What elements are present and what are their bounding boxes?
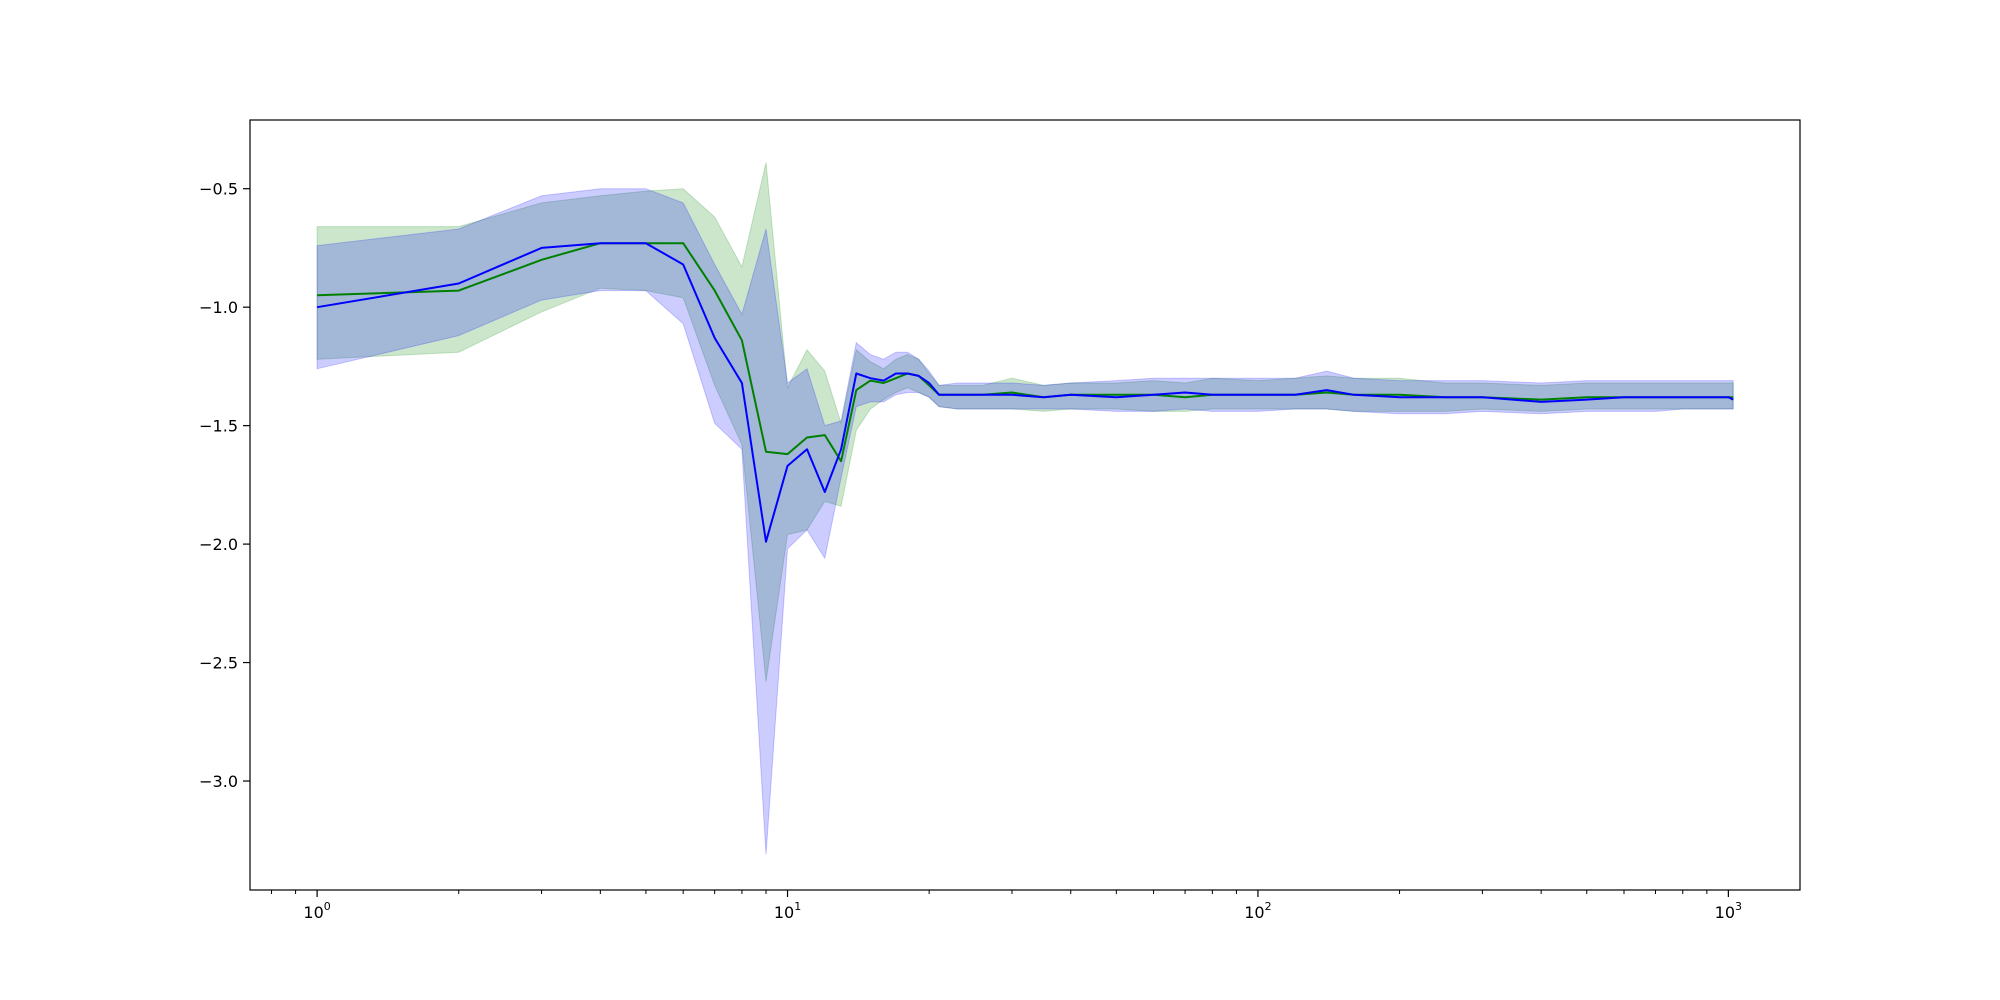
x-tick-label-2: 102 (1244, 900, 1271, 922)
series-2-line (316, 242, 1734, 543)
y-axis: −0.5 −1.0 −1.5 −2.0 −2.5 −3.0 (199, 180, 250, 791)
y-tick-label-4: −2.5 (199, 654, 238, 673)
confidence-bands (316, 162, 1734, 855)
x-axis: 100 101 102 103 (271, 890, 1742, 922)
y-tick-label-3: −2.0 (199, 535, 238, 554)
y-tick-label-0: −0.5 (199, 180, 238, 199)
plot-area-background (250, 120, 1800, 890)
series-1-band (316, 162, 1734, 682)
series-lines (316, 242, 1734, 543)
y-tick-label-5: −3.0 (199, 772, 238, 791)
x-tick-label-1: 101 (774, 900, 801, 922)
x-tick-label-0: 100 (303, 900, 330, 922)
plot-frame (249, 119, 1801, 891)
y-tick-label-2: −1.5 (199, 417, 238, 436)
y-tick-label-1: −1.0 (199, 298, 238, 317)
series-2-band (316, 188, 1734, 855)
x-tick-label-3: 103 (1715, 900, 1742, 922)
